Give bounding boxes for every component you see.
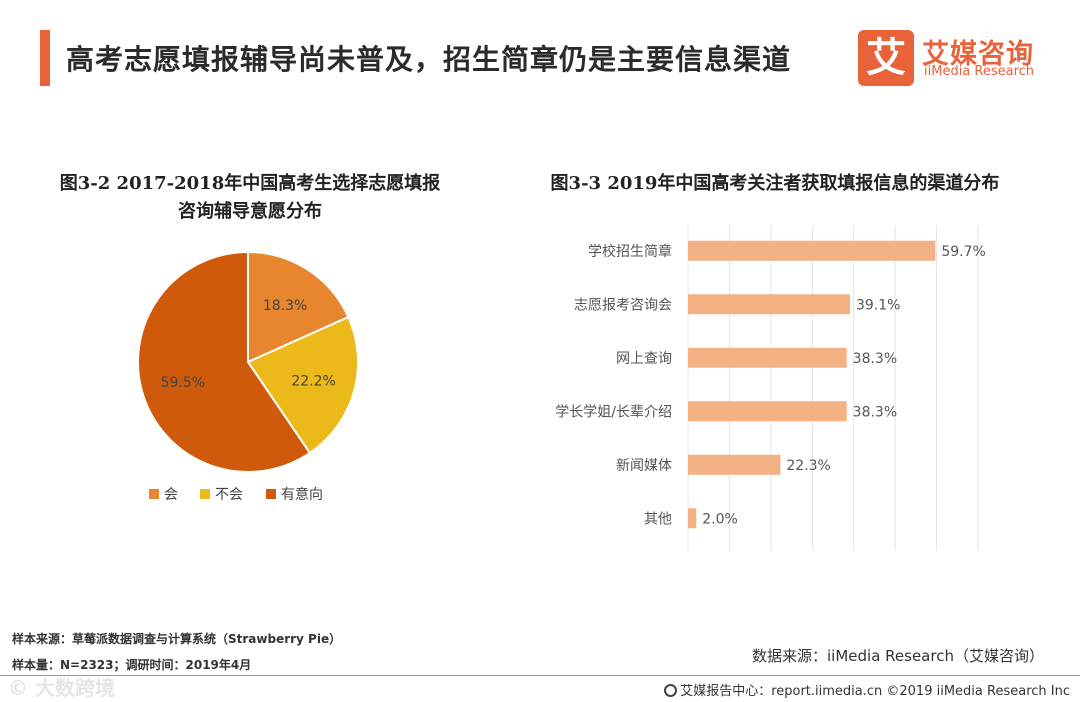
logo-chinese-name: 艾媒咨询 <box>922 39 1034 70</box>
legend-label-2: 有意向 <box>281 486 323 503</box>
bar-category-label-1: 志愿报考咨询会 <box>574 297 672 313</box>
data-source-note: 数据来源：iiMedia Research（艾媒咨询） <box>752 647 1044 665</box>
pie-chart-title-line1: 图3-2 2017-2018年中国高考生选择志愿填报 <box>59 173 441 194</box>
pie-slice-label-0: 18.3% <box>263 298 307 314</box>
pie-chart-title-line2: 咨询辅导意愿分布 <box>178 201 322 222</box>
bar-chart-title: 图3-3 2019年中国高考关注者获取填报信息的渠道分布 <box>550 173 1000 194</box>
bar-category-label-2: 网上查询 <box>616 351 672 367</box>
legend-swatch-1 <box>200 489 210 499</box>
bar-category-label-3: 学长学姐/长辈介绍 <box>555 404 672 420</box>
bar-chart: 学校招生简章 59.7% 志愿报考咨询会 39.1% 网上查询 38.3% 学长学姐/长辈介… <box>555 225 986 551</box>
legend-label-0: 会 <box>164 487 178 503</box>
footer-copyright-text: 艾媒报告中心：report.iimedia.cn ©2019 iiMedia R… <box>680 684 1070 699</box>
pie-slice-0 <box>247 250 350 364</box>
bar-1 <box>688 294 850 315</box>
bar-value-label-2: 38.3% <box>853 351 897 367</box>
pie-chart: 18.3% 22.2% 59.5% 会 不会 有意向 <box>137 250 359 503</box>
bar-5 <box>688 508 697 529</box>
bar-value-label-5: 2.0% <box>702 511 738 527</box>
footer-copyright[interactable]: 艾媒报告中心：report.iimedia.cn ©2019 iiMedia R… <box>664 680 1070 699</box>
page-title: 高考志愿填报辅导尚未普及，招生简章仍是主要信息渠道 <box>66 43 792 76</box>
legend-swatch-0 <box>149 489 159 499</box>
bar-2 <box>688 347 847 368</box>
bar-value-label-3: 38.3% <box>853 404 897 420</box>
footer-divider <box>0 675 1080 676</box>
bar-value-label-4: 22.3% <box>786 458 830 474</box>
sample-size-note: 样本量：N=2323；调研时间：2019年4月 <box>12 658 252 672</box>
logo-english-name: iiMedia Research <box>924 64 1035 79</box>
sample-source-note: 样本来源：草莓派数据调查与计算系统（Strawberry Pie） <box>12 632 342 646</box>
pie-chart-title: 图3-2 2017-2018年中国高考生选择志愿填报 咨询辅导意愿分布 <box>30 170 470 226</box>
pie-slice-2 <box>137 250 312 473</box>
bar-category-label-0: 学校招生简章 <box>588 243 672 260</box>
pie-slice-1 <box>246 315 359 455</box>
bar-0 <box>688 240 936 261</box>
watermark: © 大数跨境 <box>8 676 115 700</box>
bar-3 <box>688 401 847 422</box>
globe-icon <box>664 684 678 697</box>
bar-category-label-5: 其他 <box>644 511 672 527</box>
pie-slice-label-1: 22.2% <box>291 374 335 390</box>
bar-value-label-0: 59.7% <box>941 244 985 260</box>
title-accent-bar <box>40 30 50 86</box>
bar-value-label-1: 39.1% <box>856 297 900 313</box>
pie-slice-label-2: 59.5% <box>161 375 205 391</box>
iimedia-logo[interactable]: 艾 艾媒咨询 iiMedia Research <box>858 30 1068 86</box>
legend-swatch-2 <box>266 489 276 499</box>
legend-label-1: 不会 <box>215 487 243 503</box>
bar-category-label-4: 新闻媒体 <box>616 458 672 474</box>
bar-4 <box>688 454 781 475</box>
logo-mark: 艾 <box>858 30 914 86</box>
